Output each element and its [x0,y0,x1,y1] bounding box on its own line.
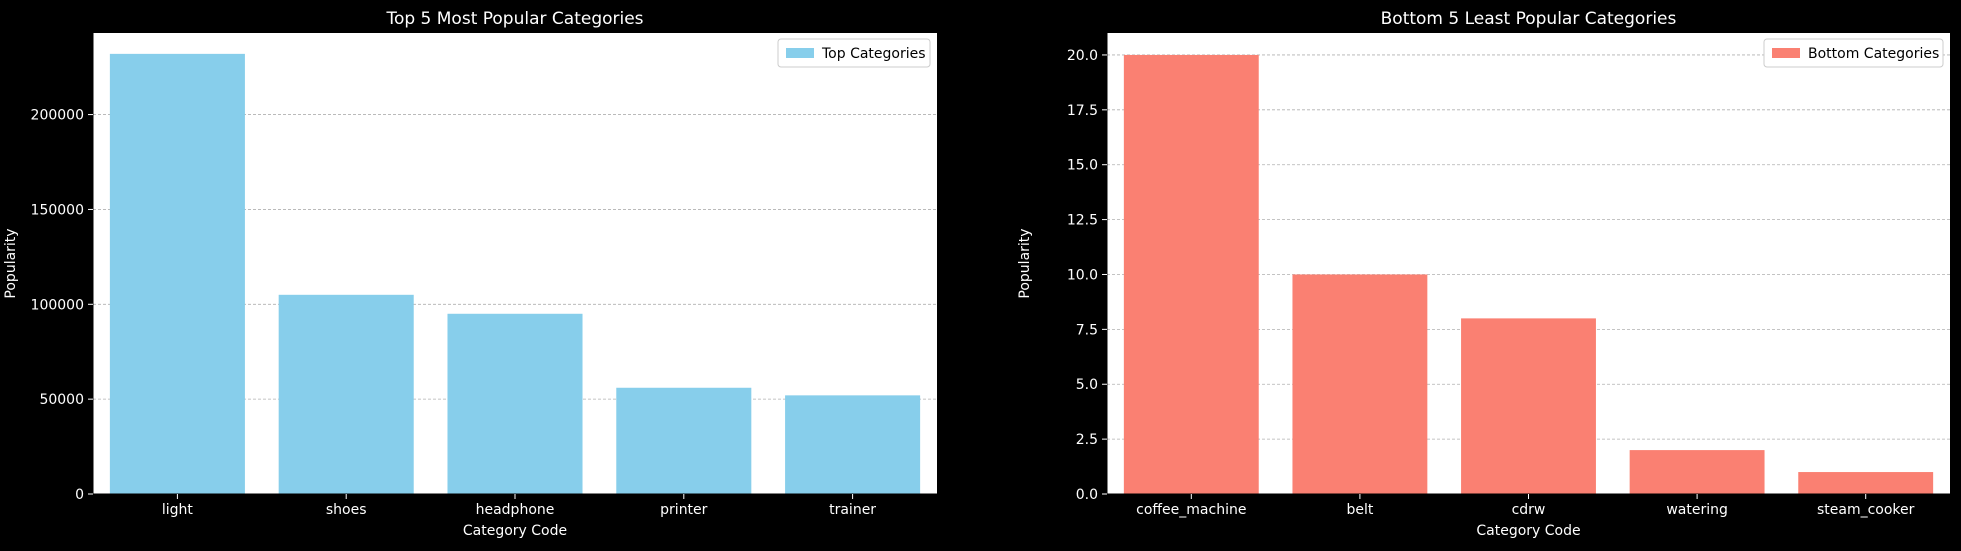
chart2-legend-label: Bottom Categories [1808,46,1939,62]
chart2-legend-swatch [1772,48,1800,58]
chart1-xtick-label: printer [660,502,708,518]
chart1-bar-headphone [447,313,583,494]
chart1-ytick-label: 150000 [31,202,84,218]
chart1-legend-label: Top Categories [821,46,926,62]
chart2-bar-watering [1629,450,1765,494]
chart2-legend [1763,38,1944,68]
chart1-title: Top 5 Most Popular Categories [385,9,643,29]
chart1-xlabel: Category Code [463,523,567,539]
chart1-bar-printer [616,387,752,494]
chart2-xtick-label: steam_cooker [1817,502,1915,518]
chart1-ytick-label: 100000 [31,297,84,313]
chart2-ytick-label: 20.0 [1067,48,1098,64]
chart1-xtick-label: trainer [829,502,876,518]
chart2-ytick-label: 2.5 [1076,432,1098,448]
chart2-bar-steam-cooker [1798,472,1934,494]
chart2-bar-belt [1292,274,1428,494]
chart2-xtick-label: watering [1666,502,1728,518]
chart2-ytick-label: 5.0 [1076,377,1098,393]
chart2-xtick-label: belt [1346,502,1373,518]
chart2-title: Bottom 5 Least Popular Categories [1381,9,1677,29]
chart1-ytick-label: 0 [75,487,84,503]
chart1-xtick-label: headphone [476,502,555,518]
chart2-bar-cdrw [1461,318,1596,494]
chart1-legend-swatch [786,48,814,58]
chart1-xtick-label: shoes [326,502,367,518]
chart1-bar-trainer [785,395,921,494]
chart1-legend [777,38,931,68]
chart2-xlabel: Category Code [1476,523,1580,539]
chart2-ylabel: Popularity [1017,228,1033,298]
chart2-ytick-label: 17.5 [1067,103,1098,119]
chart1-ytick-label: 50000 [39,392,84,408]
chart2-ytick-label: 12.5 [1067,213,1098,229]
chart1-xtick-label: light [162,502,194,518]
chart2-bar-coffee-machine [1123,54,1259,494]
chart2-ytick-label: 10.0 [1067,267,1098,283]
chart1-ytick-label: 200000 [31,108,84,124]
chart1-ylabel: Popularity [3,228,19,298]
chart2-ytick-label: 0.0 [1076,487,1098,503]
chart2-ytick-label: 7.5 [1076,322,1098,338]
chart1-bar-shoes [278,294,414,494]
chart2-ytick-label: 15.0 [1067,158,1098,174]
chart2-xtick-label: cdrw [1512,502,1546,518]
chart1-bar-light [109,53,245,494]
chart2-xtick-label: coffee_machine [1136,502,1246,518]
